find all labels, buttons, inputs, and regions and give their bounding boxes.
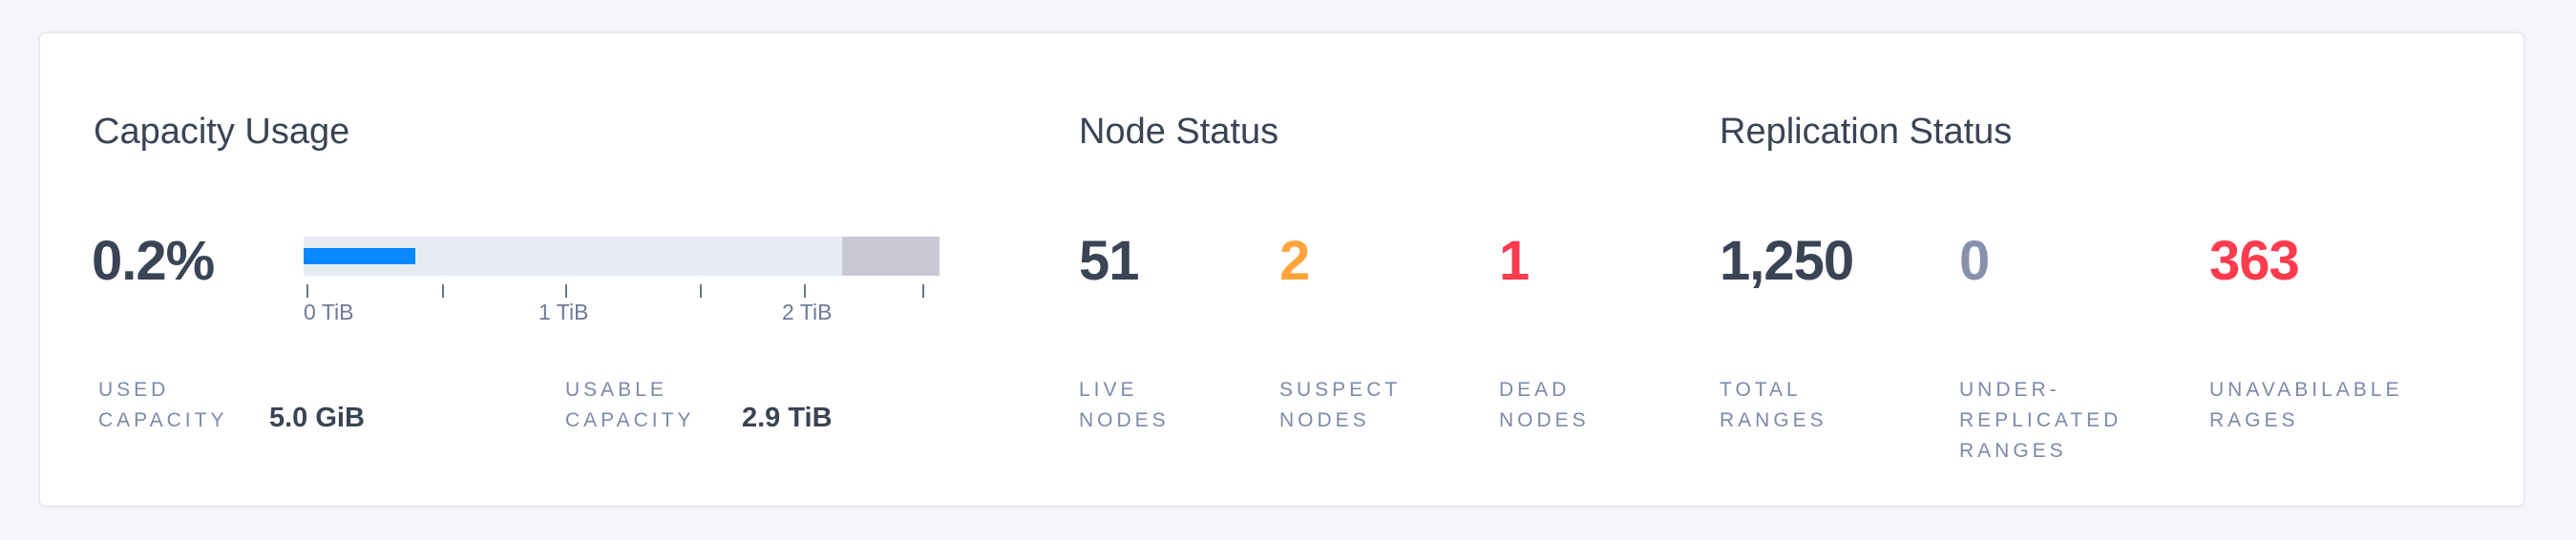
axis-tick: [922, 284, 924, 298]
capacity-bar: [304, 237, 940, 276]
label-line: UNDER-: [1959, 379, 2060, 401]
capacity-bar-used: [304, 248, 415, 264]
axis-tick: [804, 284, 806, 298]
capacity-bar-reserved: [842, 237, 940, 276]
axis-tick: [442, 284, 444, 298]
suspect-nodes-count: 2: [1279, 230, 1310, 292]
label-line: RANGES: [1720, 409, 1827, 431]
label-line: REPLICATED: [1959, 409, 2122, 431]
live-nodes-label: LIVE NODES: [1079, 375, 1170, 436]
replication-status-title: Replication Status: [1720, 112, 2013, 152]
axis-tick: [565, 284, 567, 298]
label-line: TOTAL: [1720, 379, 1802, 401]
capacity-percent: 0.2%: [92, 230, 215, 292]
capacity-usage-title: Capacity Usage: [94, 112, 350, 152]
total-ranges-label: TOTAL RANGES: [1720, 375, 1827, 436]
label-line: USABLE: [565, 379, 667, 401]
under-replicated-count: 0: [1959, 230, 1990, 292]
suspect-nodes-label: SUSPECT NODES: [1279, 375, 1401, 436]
used-capacity-label: USED CAPACITY: [98, 375, 227, 436]
label-line: RANGES: [1959, 440, 2067, 462]
dead-nodes-label: DEAD NODES: [1499, 375, 1590, 436]
label-line: NODES: [1499, 409, 1590, 431]
label-line: CAPACITY: [565, 409, 695, 431]
label-line: UNAVABILABLE: [2209, 379, 2403, 401]
label-line: USED: [98, 379, 170, 401]
label-line: SUSPECT: [1279, 379, 1402, 401]
tick-label: 0 TiB: [304, 300, 354, 324]
label-line: DEAD: [1499, 379, 1571, 401]
under-replicated-label: UNDER- REPLICATED RANGES: [1959, 375, 2122, 467]
used-capacity-value: 5.0 GiB: [269, 403, 365, 433]
usable-capacity-value: 2.9 TiB: [742, 403, 833, 433]
dead-nodes-count: 1: [1499, 230, 1530, 292]
tick-label: 2 TiB: [782, 300, 833, 324]
unavailable-ranges-label: UNAVABILABLE RAGES: [2209, 375, 2402, 436]
usable-capacity-label: USABLE CAPACITY: [565, 375, 694, 436]
unavailable-ranges-count: 363: [2209, 230, 2300, 292]
label-line: CAPACITY: [98, 409, 228, 431]
node-status-title: Node Status: [1079, 112, 1279, 152]
label-line: NODES: [1279, 409, 1370, 431]
live-nodes-count: 51: [1079, 230, 1140, 292]
axis-tick: [306, 284, 308, 298]
label-line: RAGES: [2209, 409, 2299, 431]
axis-tick: [700, 284, 702, 298]
tick-label: 1 TiB: [538, 300, 589, 324]
total-ranges-count: 1,250: [1720, 230, 1854, 292]
label-line: LIVE: [1079, 379, 1138, 401]
label-line: NODES: [1079, 409, 1170, 431]
